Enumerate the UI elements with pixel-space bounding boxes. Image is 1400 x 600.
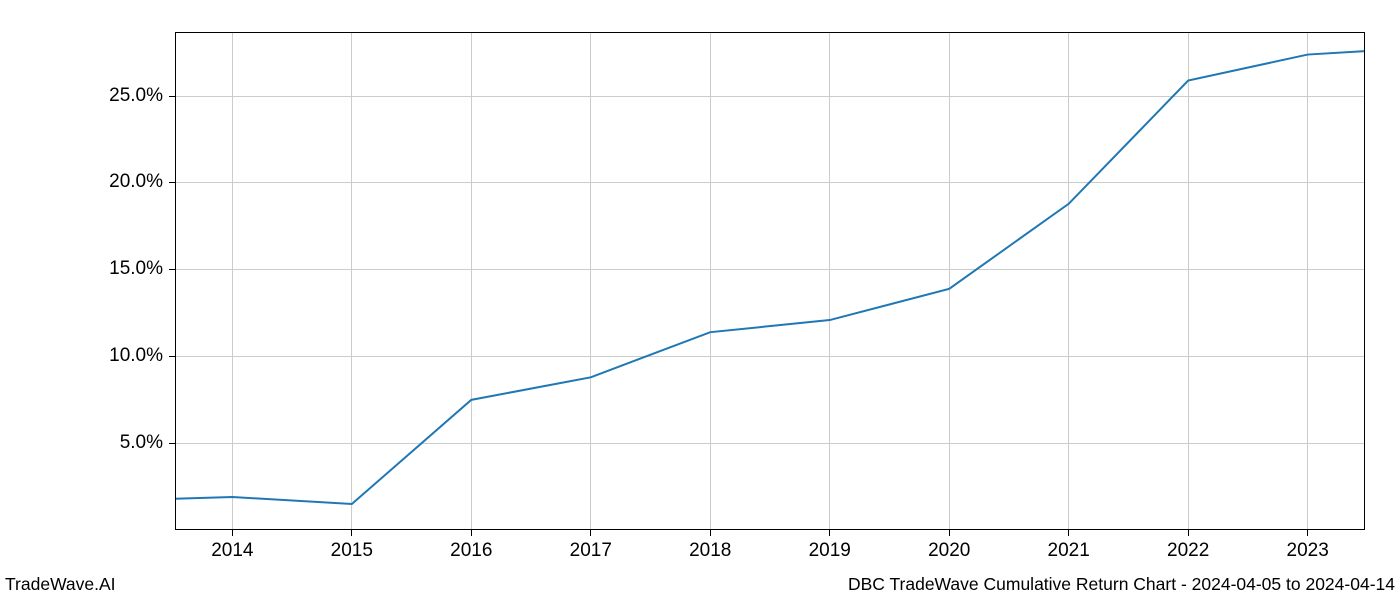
chart-container: 5.0%10.0%15.0%20.0%25.0% 201420152016201… — [0, 0, 1400, 600]
x-tick — [471, 530, 472, 536]
x-tick — [829, 530, 830, 536]
x-tick — [710, 530, 711, 536]
y-tick — [169, 443, 175, 444]
axis-spine — [1364, 32, 1365, 530]
y-tick — [169, 269, 175, 270]
x-tick — [590, 530, 591, 536]
y-tick — [169, 182, 175, 183]
x-tick — [1307, 530, 1308, 536]
y-tick — [169, 96, 175, 97]
axis-spine — [175, 32, 1365, 33]
axis-spine — [175, 529, 1365, 530]
x-tick — [351, 530, 352, 536]
footer-left-label: TradeWave.AI — [5, 574, 116, 595]
x-tick — [232, 530, 233, 536]
x-tick — [949, 530, 950, 536]
return-line — [175, 51, 1365, 504]
x-tick — [1188, 530, 1189, 536]
x-tick — [1068, 530, 1069, 536]
line-series — [0, 0, 1400, 600]
footer-right-label: DBC TradeWave Cumulative Return Chart - … — [848, 574, 1395, 595]
axis-spine — [175, 32, 176, 530]
y-tick — [169, 356, 175, 357]
